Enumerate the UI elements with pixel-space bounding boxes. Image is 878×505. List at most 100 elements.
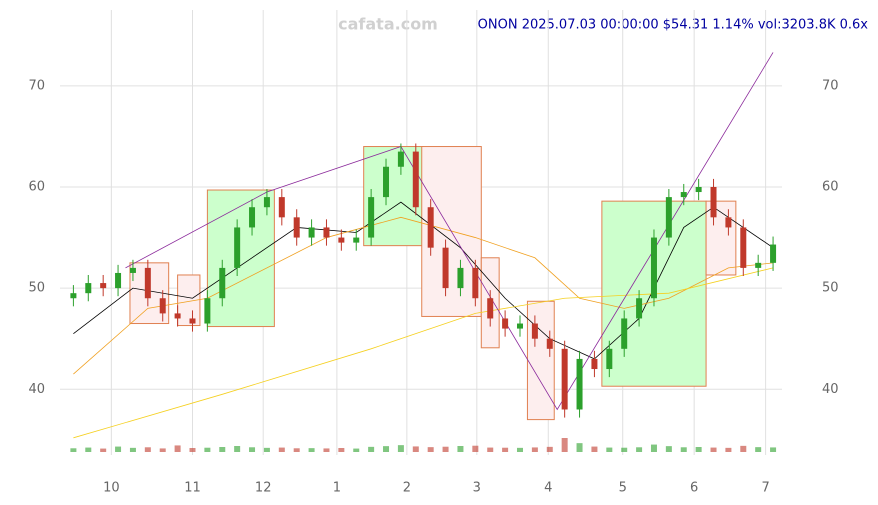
candle-body [472,267,479,299]
candle-body [442,247,449,289]
candle-body [204,298,211,324]
volume-bar [323,448,330,452]
volume-bar [412,446,419,452]
y-tick-label: 70 [28,78,45,93]
watermark: cafata.com [338,15,438,34]
candle-body [412,151,419,208]
volume-bar [457,446,464,452]
volume-bar [725,447,732,452]
volume-bar [680,447,687,452]
volume-bar [650,444,657,452]
volume-bar [740,445,747,452]
x-tick-label: 10 [103,481,120,496]
candle-body [174,313,181,319]
volume-bar [383,446,390,452]
candle-body [249,207,256,228]
y-tick-label: 60 [28,179,45,194]
candle-body [129,267,136,273]
volume-bar [516,447,523,452]
candle-body [338,237,345,243]
candle-body [293,217,300,238]
volume-bar [368,446,375,452]
moving-average [73,267,774,439]
candle-body [115,272,122,289]
volume-bar [70,448,77,452]
candle-body [502,318,509,329]
volume-bar [189,448,196,452]
candle-body [770,244,777,263]
volume-bar [278,447,285,452]
volume-bar [755,447,762,452]
candle-body [516,323,523,329]
candle-body [710,186,717,218]
candle-body [323,227,330,238]
volume-bar [234,446,241,452]
x-tick-label: 2 [403,481,411,496]
volume-bar [338,448,345,452]
volume-bar [502,447,509,452]
volume-bar [576,443,583,452]
volume-bar [249,447,256,452]
candle-body [546,338,553,349]
volume-bar [561,438,568,452]
moving-average [73,201,774,360]
candle-body [665,197,672,238]
volume-bar [85,447,92,452]
candle-body [561,348,568,410]
volume-bar [204,447,211,452]
volume-bar [263,447,270,452]
volume-bar [487,447,494,452]
candle-body [234,227,241,268]
volume-bar [427,447,434,452]
signal-box [206,189,275,328]
volume-bar [293,448,300,452]
candle-body [159,298,166,314]
volume-bar [621,447,628,452]
moving-average [73,216,774,375]
volume-bar [129,447,136,452]
x-tick-label: 4 [544,481,552,496]
candle-body [725,217,732,228]
candle-body [606,348,613,370]
candle-body [531,323,538,339]
x-tick-label: 7 [761,481,769,496]
volume-bar [144,447,151,452]
volume-bar [531,447,538,452]
volume-bar [591,446,598,452]
volume-bar [472,445,479,452]
candle-body [680,192,687,198]
candle-body [353,237,360,243]
volume-bar [442,446,449,452]
candle-body [368,197,375,238]
chart-title: ONON 2025.07.03 00:00:00 $54.31 1.14% vo… [478,18,869,33]
candle-body [576,358,583,410]
y-tick-label-right: 40 [822,382,839,397]
signal-box [177,274,201,327]
x-tick-label: 5 [619,481,627,496]
signal-box [526,300,555,421]
y-tick-label-right: 70 [822,78,839,93]
volume-bar [159,448,166,452]
candle-body [144,267,151,299]
candle-body [85,283,92,294]
y-tick-label-right: 60 [822,179,839,194]
candle-body [308,227,315,238]
candle-body [621,318,628,349]
candle-body [636,298,643,319]
volume-bar [308,448,315,452]
candle-body [189,318,196,324]
x-tick-label: 3 [473,481,481,496]
candle-body [219,267,226,299]
y-tick-label: 40 [28,382,45,397]
candle-body [755,262,762,268]
x-tick-label: 1 [333,481,341,496]
candle-body [263,197,270,208]
candle-body [427,207,434,248]
candle-body [591,358,598,370]
volume-bar [100,448,107,452]
x-tick-label: 11 [184,481,201,496]
volume-bar [174,445,181,452]
candle-body [383,166,390,198]
candle-body [278,197,285,218]
